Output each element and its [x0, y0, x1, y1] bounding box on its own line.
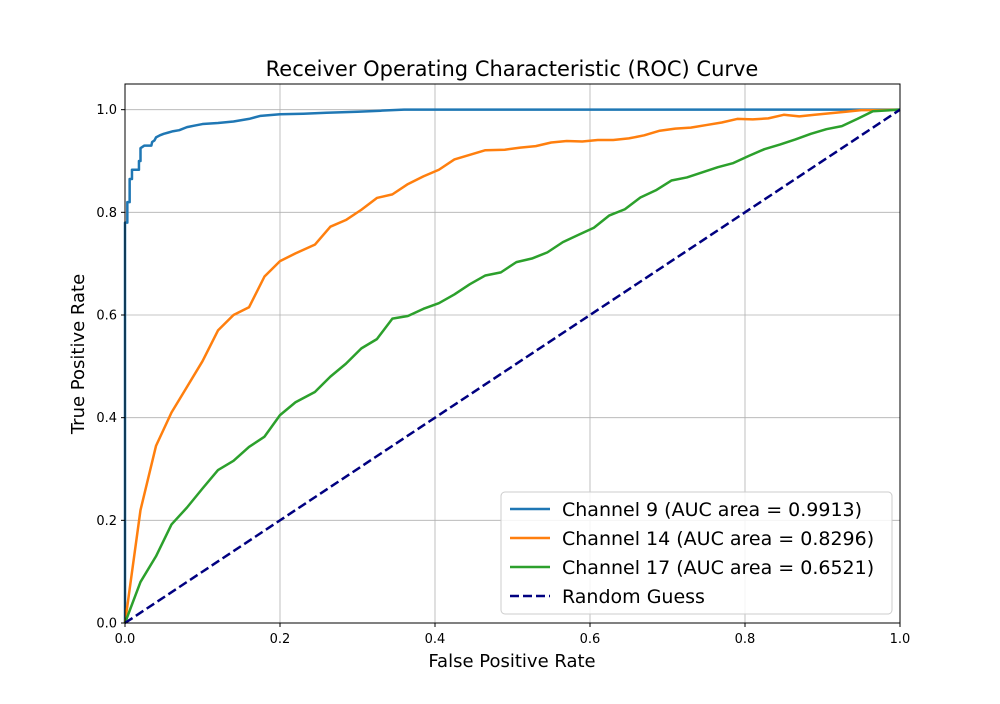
chart-title: Receiver Operating Characteristic (ROC) … — [266, 57, 759, 81]
plot-frame — [124, 83, 901, 624]
x-tick-label: 0.2 — [270, 632, 291, 647]
y-tick-label: 0.4 — [96, 411, 117, 426]
y-tick-label: 0.8 — [96, 206, 117, 221]
x-tick-label: 0.8 — [735, 632, 756, 647]
axis-ticks: 0.0 0.2 0.4 0.6 0.8 1.0 0.0 0.2 0.4 0.6 0.8 1.0 — [96, 103, 910, 647]
x-tick-label: 0.0 — [115, 632, 136, 647]
legend-label: Random Guess — [562, 586, 705, 608]
x-axis-label: False Positive Rate — [428, 651, 595, 672]
legend-label: Channel 17 (AUC area = 0.6521) — [562, 557, 874, 579]
legend: Channel 9 (AUC area = 0.9913) Channel 14 … — [500, 491, 893, 615]
y-tick-label: 0.6 — [96, 309, 117, 324]
y-tick-label: 0.2 — [96, 514, 117, 529]
x-tick-label: 1.0 — [890, 632, 911, 647]
legend-label: Channel 9 (AUC area = 0.9913) — [562, 499, 862, 521]
y-tick-label: 1.0 — [96, 103, 117, 118]
y-axis-label: True Positive Rate — [68, 274, 89, 435]
series-line-3 — [123, 108, 901, 624]
series-line-1 — [123, 108, 900, 623]
x-tick-label: 0.4 — [425, 632, 446, 647]
y-tick-label: 0.0 — [96, 617, 117, 632]
series-line-4 — [124, 108, 901, 625]
series-lines — [123, 108, 901, 625]
x-tick-label: 0.6 — [580, 632, 601, 647]
legend-label: Channel 14 (AUC area = 0.8296) — [562, 528, 874, 550]
legend-box — [500, 491, 893, 615]
series-line-2 — [123, 108, 901, 624]
